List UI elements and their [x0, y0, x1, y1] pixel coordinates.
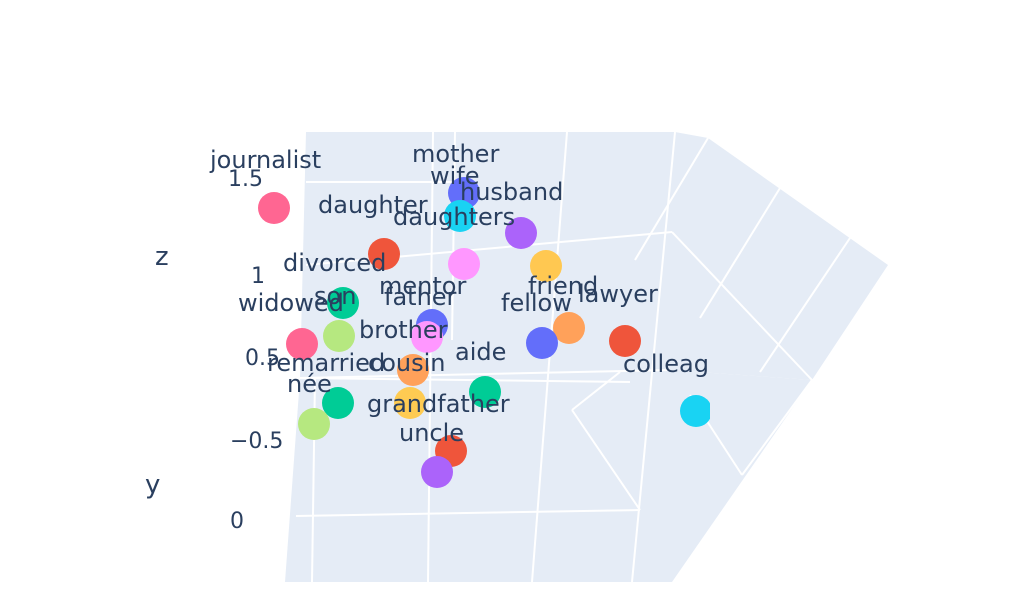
- point-label-widowed: widowed: [238, 289, 344, 317]
- point-label-fellow: fellow: [501, 289, 572, 317]
- point-label-cousin: cousin: [368, 349, 445, 377]
- point-label-divorced: divorced: [283, 249, 386, 277]
- data-point-friend[interactable]: [553, 312, 585, 344]
- point-label-daughters: daughters: [393, 203, 515, 231]
- point-label-aide: aide: [455, 338, 506, 366]
- y-tick-label: 0: [230, 509, 244, 534]
- markers-layer: [258, 177, 712, 488]
- data-point-grandfather[interactable]: [394, 387, 426, 419]
- data-point-widowed[interactable]: [286, 328, 318, 360]
- data-point-fellow[interactable]: [526, 327, 558, 359]
- z-tick-label: 1.5: [228, 167, 263, 192]
- point-label-uncle: uncle: [399, 419, 464, 447]
- z-tick-label: −0.5: [230, 429, 283, 454]
- point-label-husband: husband: [460, 178, 563, 206]
- point-label-wife: wife: [430, 162, 480, 190]
- point-labels-layer: journalist mother wife husband daughter …: [209, 140, 739, 447]
- point-label-father: father: [384, 283, 457, 311]
- data-point-cousin[interactable]: [397, 354, 429, 386]
- point-label-journalist: journalist: [209, 146, 321, 174]
- data-point-nee[interactable]: [298, 408, 330, 440]
- point-label-mentor: mentor: [379, 272, 466, 300]
- data-point-remarried[interactable]: [322, 387, 354, 419]
- data-point-brother[interactable]: [411, 321, 443, 353]
- y-axis-title: y: [145, 470, 160, 500]
- point-label-colleague: colleague: [623, 350, 739, 378]
- data-point-lawyer[interactable]: [609, 325, 641, 357]
- z-axis-title: z: [155, 242, 169, 272]
- data-point-mentor[interactable]: [530, 250, 562, 282]
- point-label-son: son: [314, 282, 356, 310]
- point-label-mother: mother: [412, 140, 499, 168]
- data-point-wife[interactable]: [444, 200, 476, 232]
- data-point-husband[interactable]: [505, 217, 537, 249]
- data-point-colleague[interactable]: [680, 395, 712, 427]
- grid-lines: [295, 131, 851, 583]
- z-tick-label: 1: [251, 264, 265, 289]
- point-label-friend: friend: [528, 272, 598, 300]
- point-label-grandfather: grandfather: [367, 390, 510, 418]
- back-wall-pane: [300, 132, 888, 380]
- point-label-lawyer: lawyer: [578, 280, 658, 308]
- floor-pane: [285, 370, 812, 582]
- data-point-journalist[interactable]: [258, 192, 290, 224]
- point-label-remarried: remarried: [267, 349, 385, 377]
- data-point-daughter[interactable]: [368, 238, 400, 270]
- data-point-daughters[interactable]: [448, 248, 480, 280]
- data-point-aide[interactable]: [469, 376, 501, 408]
- point-label-daughter: daughter: [318, 191, 428, 219]
- z-tick-label: 0.5: [245, 346, 280, 371]
- point-label-brother: brother: [359, 316, 448, 344]
- data-point-divorced[interactable]: [327, 287, 359, 319]
- point-label-nee: née: [287, 370, 332, 398]
- data-point-son[interactable]: [323, 320, 355, 352]
- data-point-unlabeled[interactable]: [421, 456, 453, 488]
